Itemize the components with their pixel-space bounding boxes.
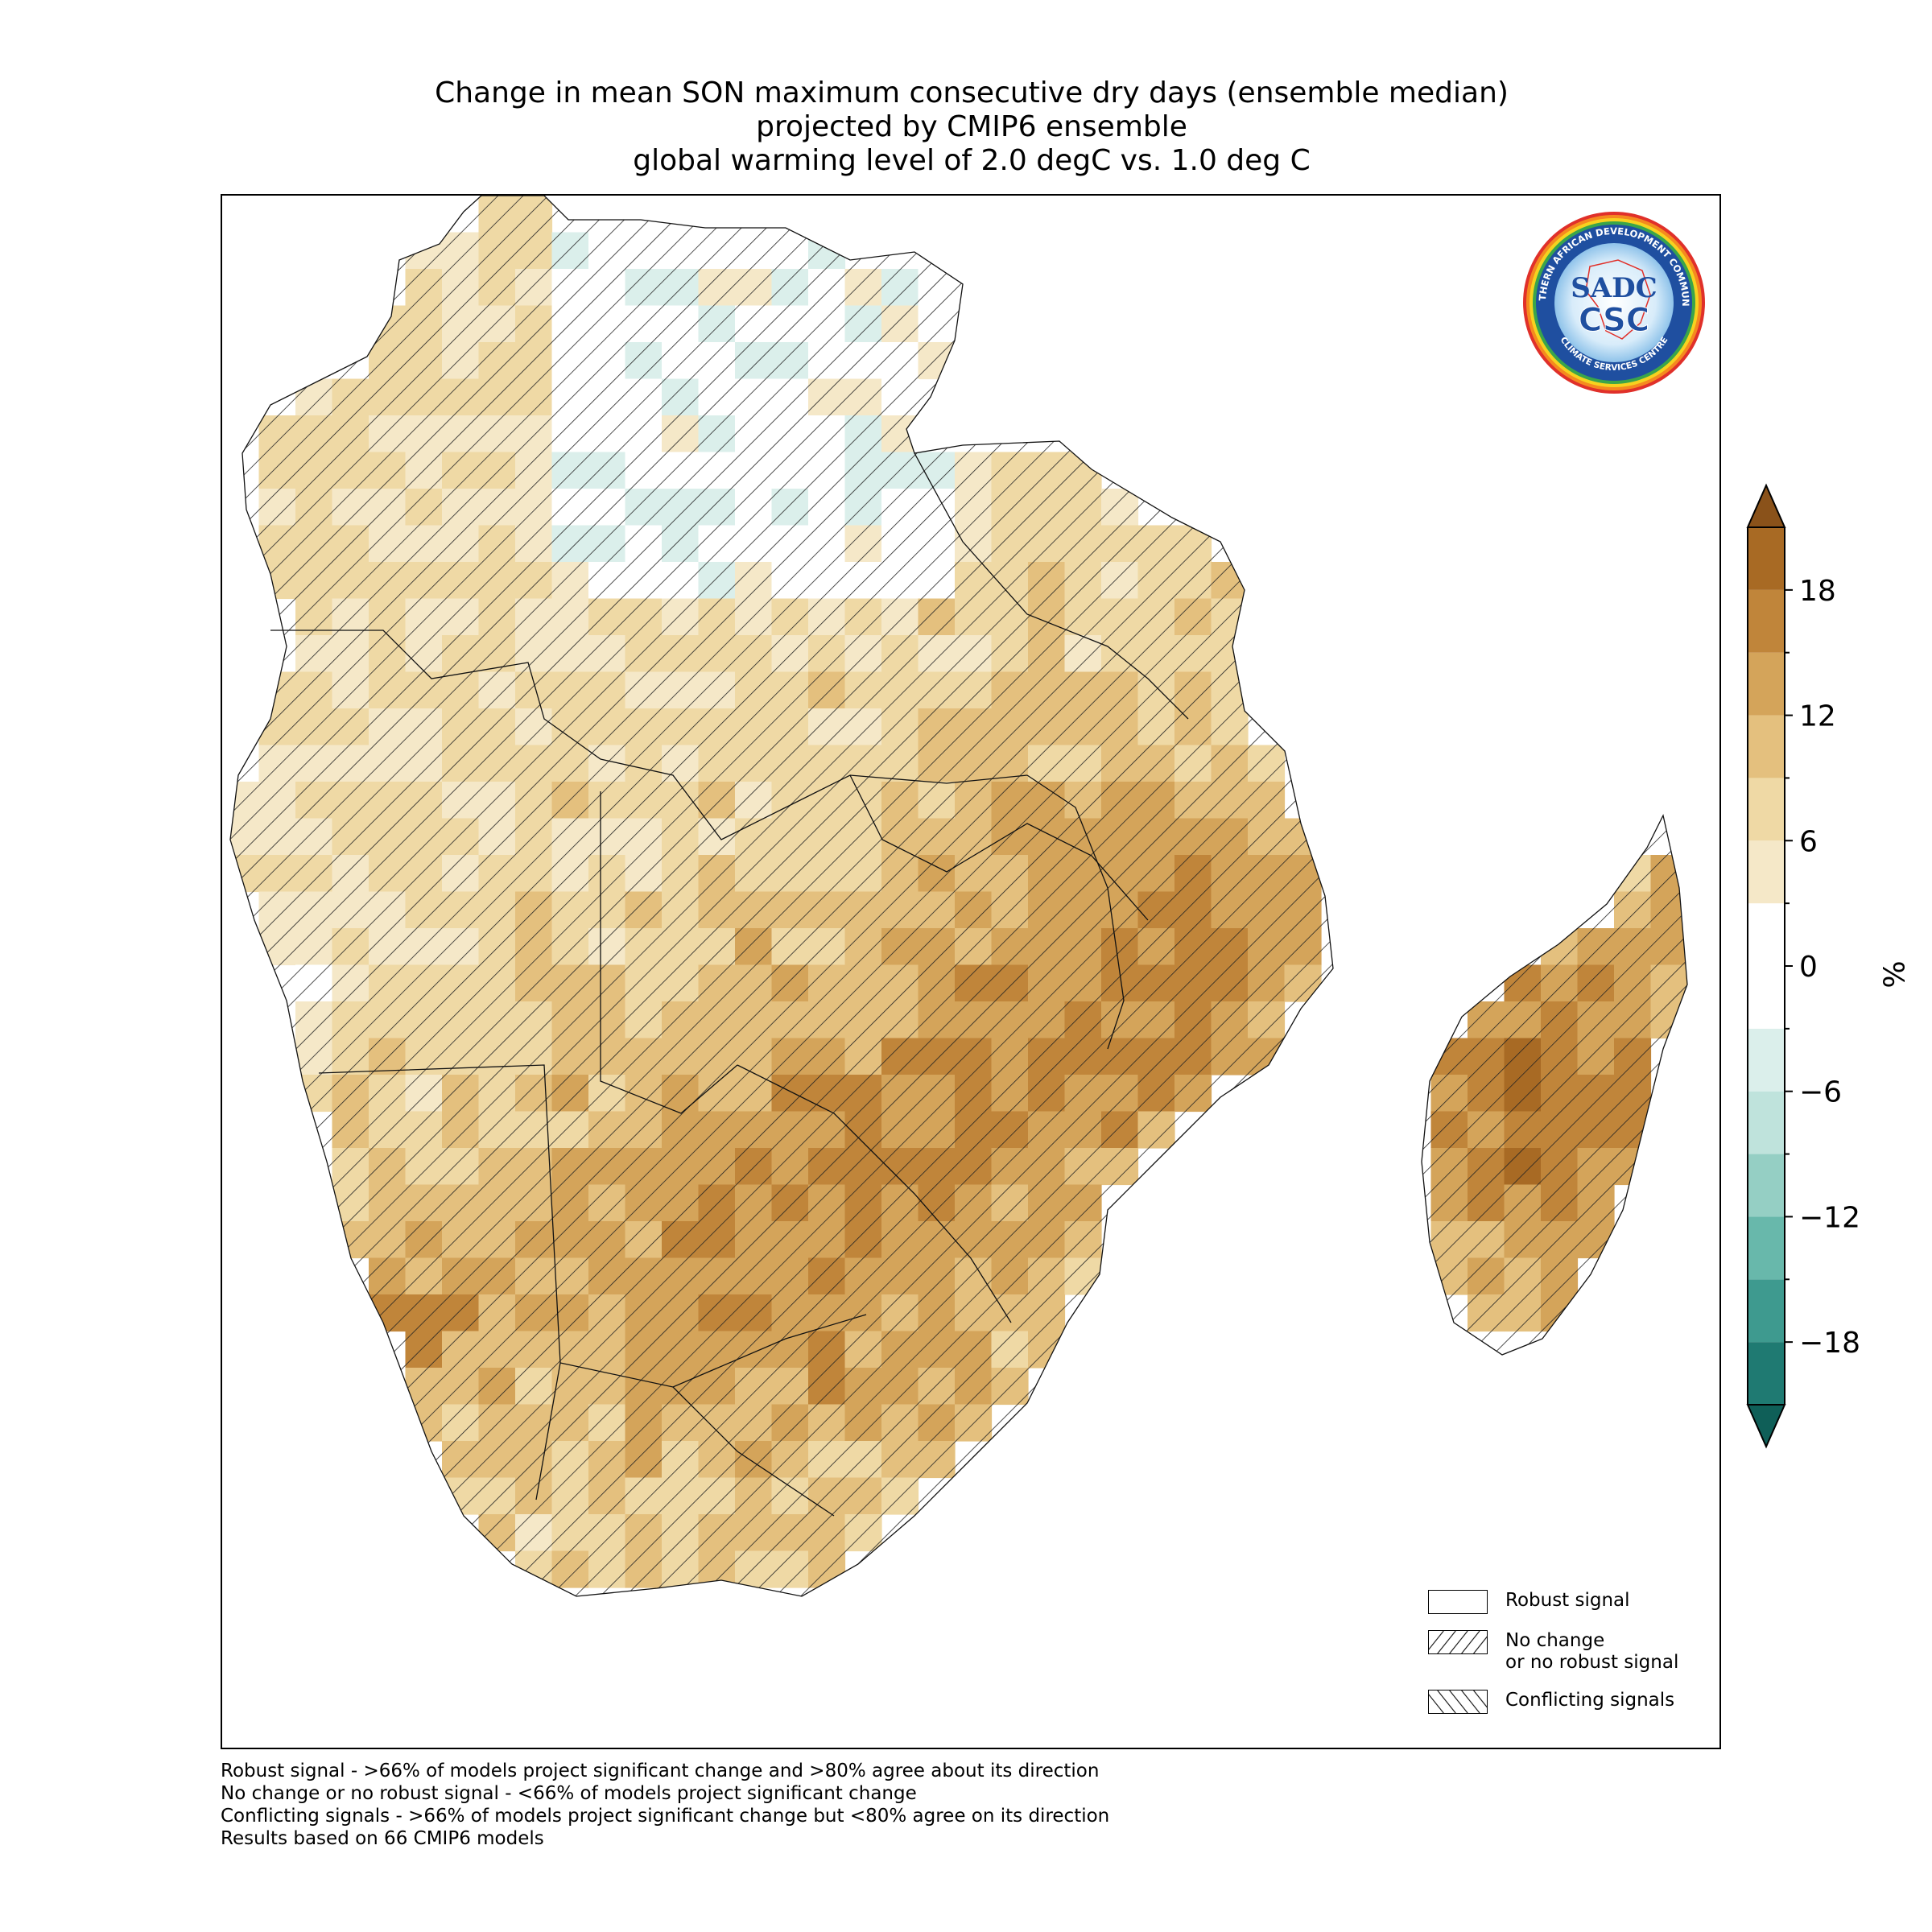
title-line-3: global warming level of 2.0 degC vs. 1.0… (633, 144, 1311, 177)
country-border (600, 791, 738, 1114)
colorbar-tick-label: −18 (1799, 1327, 1860, 1360)
legend-label-robust: Robust signal (1505, 1590, 1630, 1611)
legend-label-no-change-2: or no robust signal (1505, 1652, 1679, 1673)
colorbar-extend-under (1746, 1404, 1786, 1449)
colorbar-tick-label: −12 (1799, 1201, 1860, 1234)
colorbar-tick-label: 18 (1799, 575, 1836, 608)
coastline (229, 196, 1334, 1597)
legend-label-conflicting: Conflicting signals (1505, 1690, 1675, 1711)
colorbar-bin (1748, 1028, 1785, 1092)
colorbar-tick-label: 6 (1799, 825, 1818, 858)
colorbar: 18 12 6 0 −6 −12 −18 (1746, 483, 1860, 1449)
footnotes: Robust signal - >66% of models project s… (221, 1760, 1109, 1850)
country-border (1026, 774, 1125, 1050)
legend-swatch-conflicting (1428, 1690, 1488, 1714)
colorbar-bin (1748, 589, 1785, 653)
legend-item-conflicting: Conflicting signals (1428, 1690, 1702, 1714)
colorbar-bin (1748, 1154, 1785, 1217)
colorbar-extend-over (1746, 483, 1786, 528)
hatch-no-robust-signal (230, 196, 1687, 1596)
colorbar-tick-label: −6 (1799, 1076, 1842, 1109)
legend-swatch-no-change (1428, 1630, 1488, 1654)
madagascar-coastline (1421, 814, 1688, 1356)
footnote-conflicting: Conflicting signals - >66% of models pro… (221, 1806, 1110, 1827)
title-line-1: Change in mean SON maximum consecutive d… (435, 76, 1509, 109)
country-border (270, 630, 1028, 840)
sadc-csc-logo: SOUTHERN AFRICAN DEVELOPMENT COMMUNITY C… (1517, 201, 1707, 395)
country-border (559, 1314, 867, 1388)
colorbar-bin (1748, 778, 1785, 841)
map-title: Change in mean SON maximum consecutive d… (219, 76, 1724, 178)
title-line-2: projected by CMIP6 ensemble (756, 110, 1187, 143)
logo-center-top: SADC (1571, 272, 1657, 304)
legend-swatch-robust (1428, 1590, 1488, 1614)
country-border (318, 1064, 561, 1501)
hatching-layer (230, 196, 1687, 1596)
colorbar-bin (1748, 1091, 1785, 1154)
colorbar-unit-label: % (1878, 960, 1912, 989)
colorbar-bin (1748, 840, 1785, 904)
country-border (737, 1064, 1012, 1323)
legend-item-no-change: No change or no robust signal (1428, 1630, 1702, 1674)
legend-item-robust: Robust signal (1428, 1590, 1702, 1614)
colorbar-bin (1748, 903, 1785, 1029)
colorbar-bin (1748, 527, 1785, 590)
map-panel: SOUTHERN AFRICAN DEVELOPMENT COMMUNITY C… (221, 194, 1721, 1749)
logo-center-bottom: CSC (1579, 302, 1649, 339)
footnote-no-change: No change or no robust signal - <66% of … (221, 1783, 917, 1804)
colorbar-tick-label: 0 (1799, 951, 1818, 984)
legend-label-no-change-1: No change (1505, 1630, 1605, 1651)
colorbar-bin (1748, 652, 1785, 716)
colorbar-bin (1748, 1342, 1785, 1405)
country-border (849, 774, 1149, 921)
logo-graphic: SOUTHERN AFRICAN DEVELOPMENT COMMUNITY C… (1517, 201, 1705, 394)
colorbar-bin (1748, 1216, 1785, 1280)
country-border (914, 452, 1189, 720)
footnote-robust: Robust signal - >66% of models project s… (221, 1761, 1100, 1781)
hatch-legend: Robust signal No change or no robust sig… (1428, 1590, 1702, 1730)
country-borders (229, 196, 1688, 1597)
map-canvas (229, 196, 1688, 1597)
colorbar-bin (1748, 715, 1785, 778)
footnote-models: Results based on 66 CMIP6 models (221, 1828, 544, 1849)
colorbar-bin (1748, 1279, 1785, 1343)
colorbar-tick-label: 12 (1799, 700, 1836, 733)
country-border (672, 1386, 835, 1517)
